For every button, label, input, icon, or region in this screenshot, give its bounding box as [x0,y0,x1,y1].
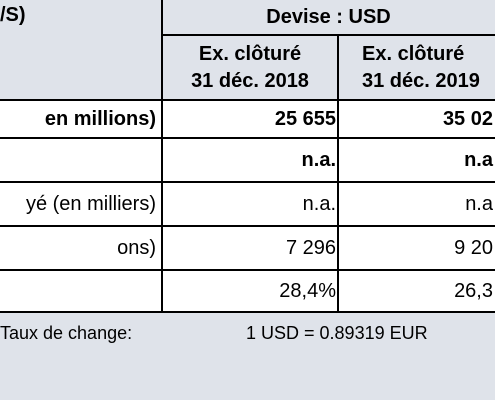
row-4-2019: 9 20 [338,226,495,270]
financial-table: /S) Devise : USD Ex. clôturé 31 déc. 201… [0,0,495,313]
exchange-rate-row: Taux de change: 1 USD = 0.89319 EUR [0,318,495,348]
row-revenue-2019: 35 02 [338,100,495,138]
row-label-revenue: en millions) [0,100,162,138]
col-header-2018: Ex. clôturé 31 déc. 2018 [162,35,338,100]
col-2018-line1: Ex. clôturé [198,42,302,65]
col-2018-line2: 31 déc. 2018 [191,69,309,92]
row-revenue-2018: 25 655 [162,100,338,138]
grid-line [0,137,495,139]
col-header-2019: Ex. clôturé 31 déc. 2019 [338,35,495,100]
row-2-2018: n.a. [162,138,338,182]
row-5-2019: 26,3 [338,270,495,312]
grid-line [0,311,495,313]
row-label-2 [0,138,162,182]
grid-line [161,0,163,313]
row-4-2018: 7 296 [162,226,338,270]
exchange-rate-value: 1 USD = 0.89319 EUR [246,322,428,343]
exchange-rate-label: Taux de change: [0,322,133,343]
row-5-2018: 28,4% [162,270,338,312]
col-2019-line2: 31 déc. 2019 [362,69,480,92]
grid-line [337,35,339,313]
row-label-4: ons) [0,226,162,270]
header-left-label: /S) [0,4,26,26]
grid-line [0,99,495,101]
header-left-cell: /S) [0,0,162,100]
currency-label: Devise : USD [266,6,391,28]
grid-line [162,34,495,36]
col-2019-line1: Ex. clôturé [362,42,465,65]
grid-line [0,225,495,227]
row-label-employees: yé (en milliers) [0,182,162,226]
row-employees-2018: n.a. [162,182,338,226]
currency-header: Devise : USD [162,0,495,35]
grid-line [0,269,495,271]
grid-line [0,181,495,183]
row-employees-2019: n.a [338,182,495,226]
row-label-5 [0,270,162,312]
row-2-2019: n.a [338,138,495,182]
